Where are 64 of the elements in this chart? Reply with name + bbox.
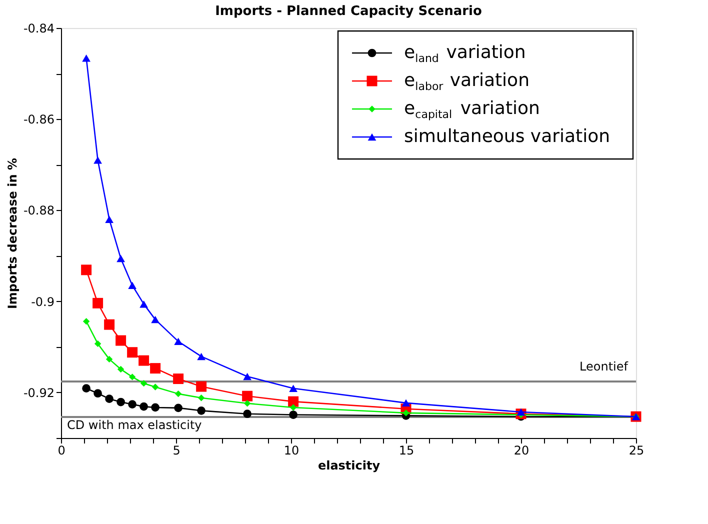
point — [82, 384, 90, 393]
ref-line-label: Leontief — [580, 360, 629, 374]
point — [94, 156, 102, 164]
point — [152, 384, 159, 390]
x-tick-label: 0 — [58, 444, 66, 458]
point — [138, 355, 150, 366]
y-tick-label: -0.92 — [23, 386, 54, 400]
point — [92, 298, 104, 308]
x-tick-label: 20 — [514, 444, 530, 458]
y-tick-label: -0.9 — [31, 294, 54, 309]
point — [105, 216, 114, 223]
point — [174, 338, 182, 346]
point — [288, 396, 299, 407]
point — [197, 406, 206, 415]
point — [94, 340, 102, 348]
ref-line-label: CD with max elasticity — [67, 418, 202, 432]
point — [150, 363, 161, 374]
y-axis-title: Imports decrease in % — [5, 158, 20, 310]
point — [128, 374, 136, 380]
x-tick-label: 5 — [172, 444, 180, 458]
point — [242, 390, 253, 402]
point — [116, 398, 125, 406]
point — [289, 384, 298, 392]
point — [197, 352, 206, 360]
point — [174, 390, 182, 398]
point — [140, 380, 148, 387]
point — [402, 399, 410, 407]
point — [174, 404, 182, 412]
x-tick-label: 10 — [284, 444, 300, 458]
point — [196, 381, 207, 392]
point — [140, 300, 148, 308]
y-tick-label: -0.86 — [23, 112, 54, 127]
y-tick-label: -0.88 — [23, 204, 54, 218]
point — [127, 347, 138, 358]
point — [116, 335, 126, 346]
y-tick-label: -0.84 — [23, 22, 54, 36]
point — [116, 254, 125, 262]
point — [243, 372, 252, 380]
point — [243, 410, 252, 418]
chart-title: Imports - Planned Capacity Scenario — [215, 4, 482, 19]
point — [104, 319, 115, 330]
x-axis-title: elasticity — [318, 458, 380, 472]
point — [81, 264, 92, 276]
point — [516, 408, 526, 416]
point — [105, 394, 114, 403]
point — [128, 400, 136, 408]
x-tick-label: 15 — [398, 444, 414, 458]
point — [106, 356, 113, 363]
point — [128, 282, 136, 290]
point — [151, 403, 160, 412]
x-tick-label: 25 — [628, 444, 644, 458]
point — [82, 318, 90, 325]
point — [173, 374, 184, 384]
legend-label: simultaneous variation — [404, 126, 610, 147]
point — [94, 389, 102, 398]
point — [244, 400, 251, 407]
point — [198, 394, 205, 402]
point — [151, 316, 160, 324]
point — [117, 366, 124, 373]
point — [290, 404, 297, 411]
point — [140, 402, 148, 411]
point — [402, 410, 410, 416]
point — [289, 410, 298, 419]
point — [82, 54, 90, 62]
